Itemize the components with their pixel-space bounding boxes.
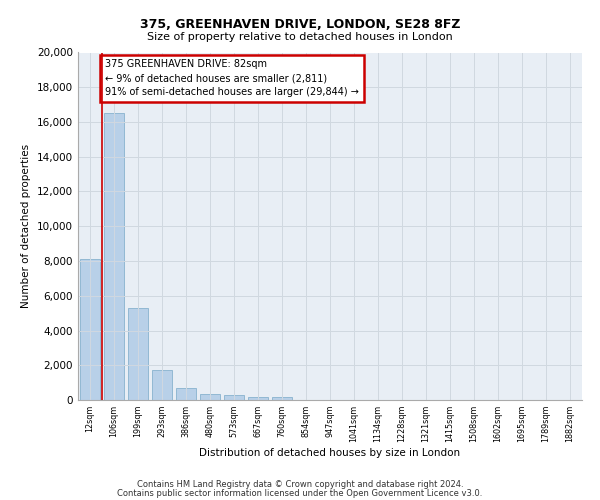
Bar (176, 388, 196, 400)
Text: 375 GREENHAVEN DRIVE: 82sqm
← 9% of detached houses are smaller (2,811)
91% of s: 375 GREENHAVEN DRIVE: 82sqm ← 9% of deta… (105, 60, 359, 98)
Bar (248, 396, 268, 400)
Text: Contains HM Land Registry data © Crown copyright and database right 2024.: Contains HM Land Registry data © Crown c… (137, 480, 463, 489)
Bar (104, 114, 124, 400)
Bar (80, 260, 100, 400)
Text: 375, GREENHAVEN DRIVE, LONDON, SE28 8FZ: 375, GREENHAVEN DRIVE, LONDON, SE28 8FZ (140, 18, 460, 30)
Text: Contains public sector information licensed under the Open Government Licence v3: Contains public sector information licen… (118, 488, 482, 498)
Bar (224, 395, 244, 400)
Bar (272, 397, 292, 400)
Bar (128, 308, 148, 400)
Bar (200, 394, 220, 400)
Y-axis label: Number of detached properties: Number of detached properties (22, 144, 31, 308)
Text: Size of property relative to detached houses in London: Size of property relative to detached ho… (147, 32, 453, 42)
Bar (152, 370, 172, 400)
X-axis label: Distribution of detached houses by size in London: Distribution of detached houses by size … (199, 448, 461, 458)
